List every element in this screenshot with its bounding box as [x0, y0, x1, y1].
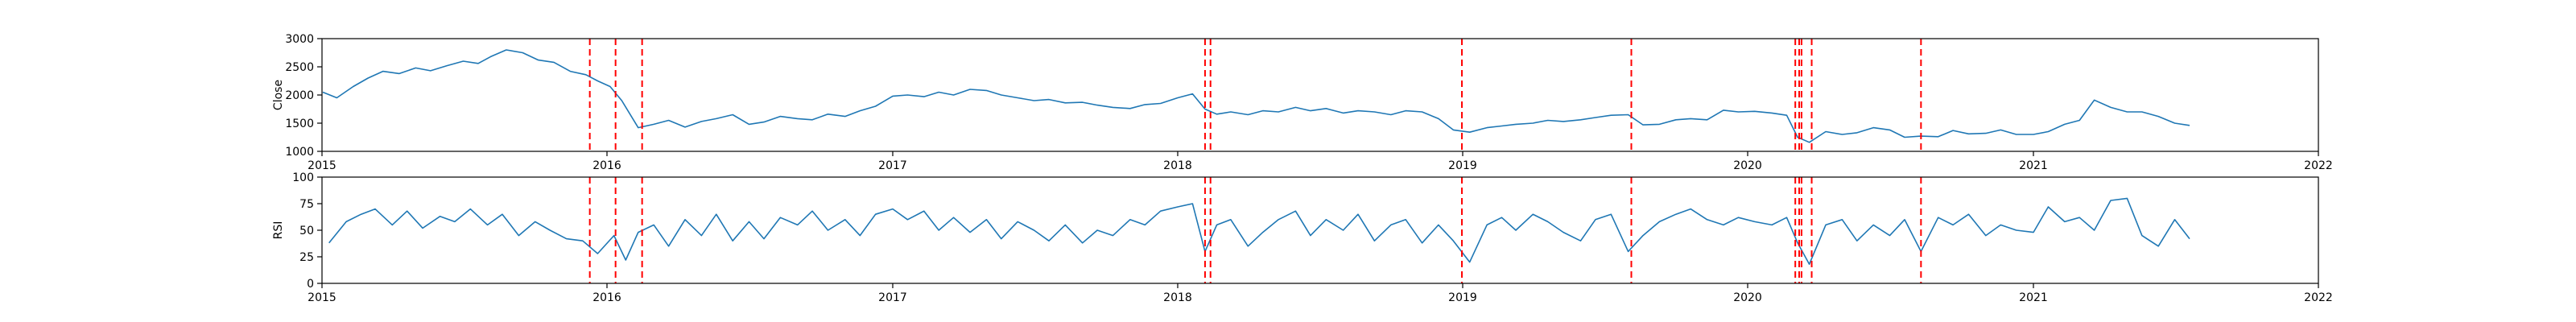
x-tick-label: 2021 — [2019, 159, 2048, 172]
x-tick-label: 2019 — [1448, 159, 1477, 172]
y-tick-label: 1500 — [285, 118, 314, 130]
x-tick-label: 2018 — [1163, 159, 1192, 172]
y-tick-label: 50 — [299, 225, 314, 237]
x-tick-label: 2020 — [1733, 159, 1762, 172]
x-tick-label: 2021 — [2019, 291, 2048, 304]
y-tick-label: 25 — [299, 251, 314, 264]
x-tick-label: 2020 — [1733, 291, 1762, 304]
y-axis-label: RSI — [272, 221, 285, 240]
x-tick-label: 2015 — [308, 159, 336, 172]
x-tick-label: 2022 — [2304, 159, 2333, 172]
rsi-series-line — [328, 197, 2190, 265]
x-tick-label: 2015 — [308, 291, 336, 304]
y-tick-label: 2000 — [285, 89, 314, 102]
x-tick-label: 2018 — [1163, 291, 1192, 304]
y-axis-label: Close — [272, 80, 285, 110]
y-tick-label: 0 — [307, 278, 314, 291]
x-tick-label: 2017 — [878, 291, 907, 304]
rsi-panel: 2015 2016 2017 2018 2019 2020 2021 2022 0 25 50 75 1… — [272, 171, 2333, 304]
close-price-panel: 2015 2016 2017 2018 2019 2020 2021 2022 1000 1500… — [272, 33, 2333, 172]
x-tick-label: 2016 — [592, 291, 621, 304]
x-tick-label: 2016 — [592, 159, 621, 172]
y-tick-label: 3000 — [285, 33, 314, 46]
y-tick-label: 1000 — [285, 146, 314, 159]
y-tick-label: 75 — [299, 198, 314, 211]
close-series-line — [322, 49, 2190, 143]
x-tick-label: 2017 — [878, 159, 907, 172]
x-tick-label: 2019 — [1448, 291, 1477, 304]
x-tick-label: 2022 — [2304, 291, 2333, 304]
y-tick-label: 2500 — [285, 61, 314, 74]
y-tick-label: 100 — [292, 171, 314, 184]
